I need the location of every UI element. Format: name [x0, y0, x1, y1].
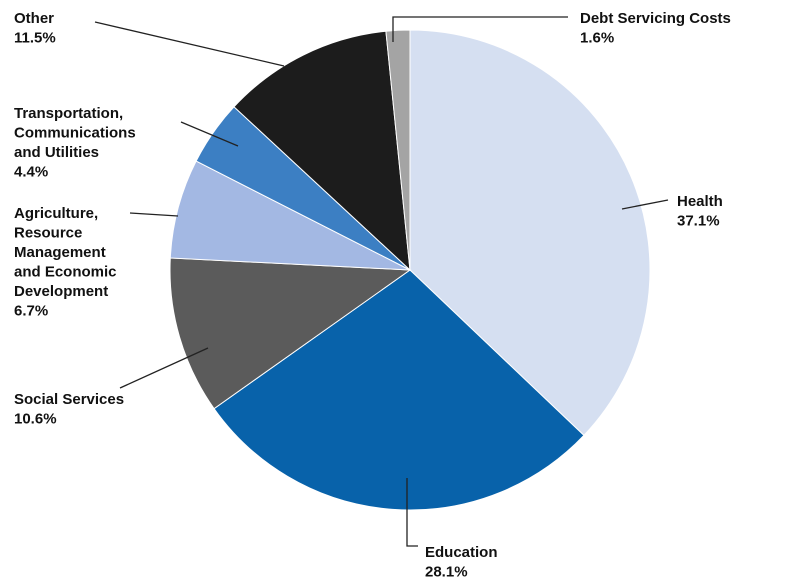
leader-line-5 — [94, 21, 285, 67]
slice-label-2-line-1: 10.6% — [14, 411, 57, 428]
leader-line-4 — [180, 121, 239, 147]
slice-label-4-line-2: and Utilities — [14, 144, 99, 161]
slice-label-6-line-0: Debt Servicing Costs — [580, 10, 731, 27]
slice-labels: Health 37.1% Education 28.1% Social Services… — [14, 10, 731, 581]
leader-line-6 — [392, 16, 568, 42]
slice-label-4-line-1: Communications — [14, 125, 136, 142]
slice-label-5-line-0: Other — [14, 10, 54, 27]
leader-lines — [94, 16, 669, 547]
slice-label-4-line-0: Transportation, — [14, 105, 123, 122]
slice-label-3-line-1: Resource — [14, 225, 82, 242]
leader-line-2 — [119, 347, 209, 389]
slice-label-3-line-4: Development — [14, 283, 108, 300]
slice-label-4-line-3: 4.4% — [14, 164, 48, 181]
pie-slices — [169, 29, 651, 511]
slice-label-5: Other 11.5% — [14, 10, 56, 47]
slice-label-6-line-1: 1.6% — [580, 30, 614, 47]
slice-label-0: Health 37.1% — [677, 193, 723, 230]
pie-slice-2 — [169, 257, 412, 410]
slice-label-1: Education 28.1% — [425, 544, 498, 581]
leader-line-1 — [406, 478, 418, 547]
slice-label-5-line-1: 11.5% — [14, 30, 56, 47]
slice-label-3-line-5: 6.7% — [14, 303, 48, 320]
slice-label-0-line-0: Health — [677, 193, 723, 210]
slice-label-1-line-0: Education — [425, 544, 498, 561]
pie-slice-5 — [233, 30, 411, 272]
slice-label-2: Social Services 10.6% — [14, 391, 124, 428]
pie-slice-0 — [409, 29, 651, 437]
leader-line-0 — [621, 199, 669, 210]
slice-label-0-line-1: 37.1% — [677, 213, 720, 230]
slice-label-6: Debt Servicing Costs 1.6% — [580, 10, 731, 47]
slice-label-3: Agriculture, Resource Management and Econom… — [14, 205, 117, 320]
pie-slice-6 — [385, 29, 411, 271]
slice-label-3-line-3: and Economic — [14, 264, 117, 281]
slice-label-1-line-1: 28.1% — [425, 564, 468, 581]
slice-label-3-line-0: Agriculture, — [14, 205, 98, 222]
slice-label-2-line-0: Social Services — [14, 391, 124, 408]
pie-slice-1 — [213, 269, 585, 511]
slice-label-4: Transportation, Communications and Utiliti… — [14, 105, 136, 181]
leader-line-3 — [129, 212, 179, 217]
slice-label-3-line-2: Management — [14, 244, 106, 261]
